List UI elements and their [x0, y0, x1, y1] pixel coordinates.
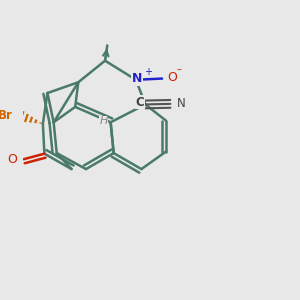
- Text: N: N: [176, 98, 185, 110]
- Text: C: C: [135, 96, 144, 109]
- Text: N: N: [132, 72, 142, 85]
- Text: +: +: [144, 67, 152, 77]
- Text: –: –: [176, 64, 181, 74]
- Text: O: O: [167, 71, 177, 84]
- Text: Br: Br: [0, 109, 12, 122]
- Text: H: H: [100, 116, 108, 126]
- Text: O: O: [8, 153, 17, 166]
